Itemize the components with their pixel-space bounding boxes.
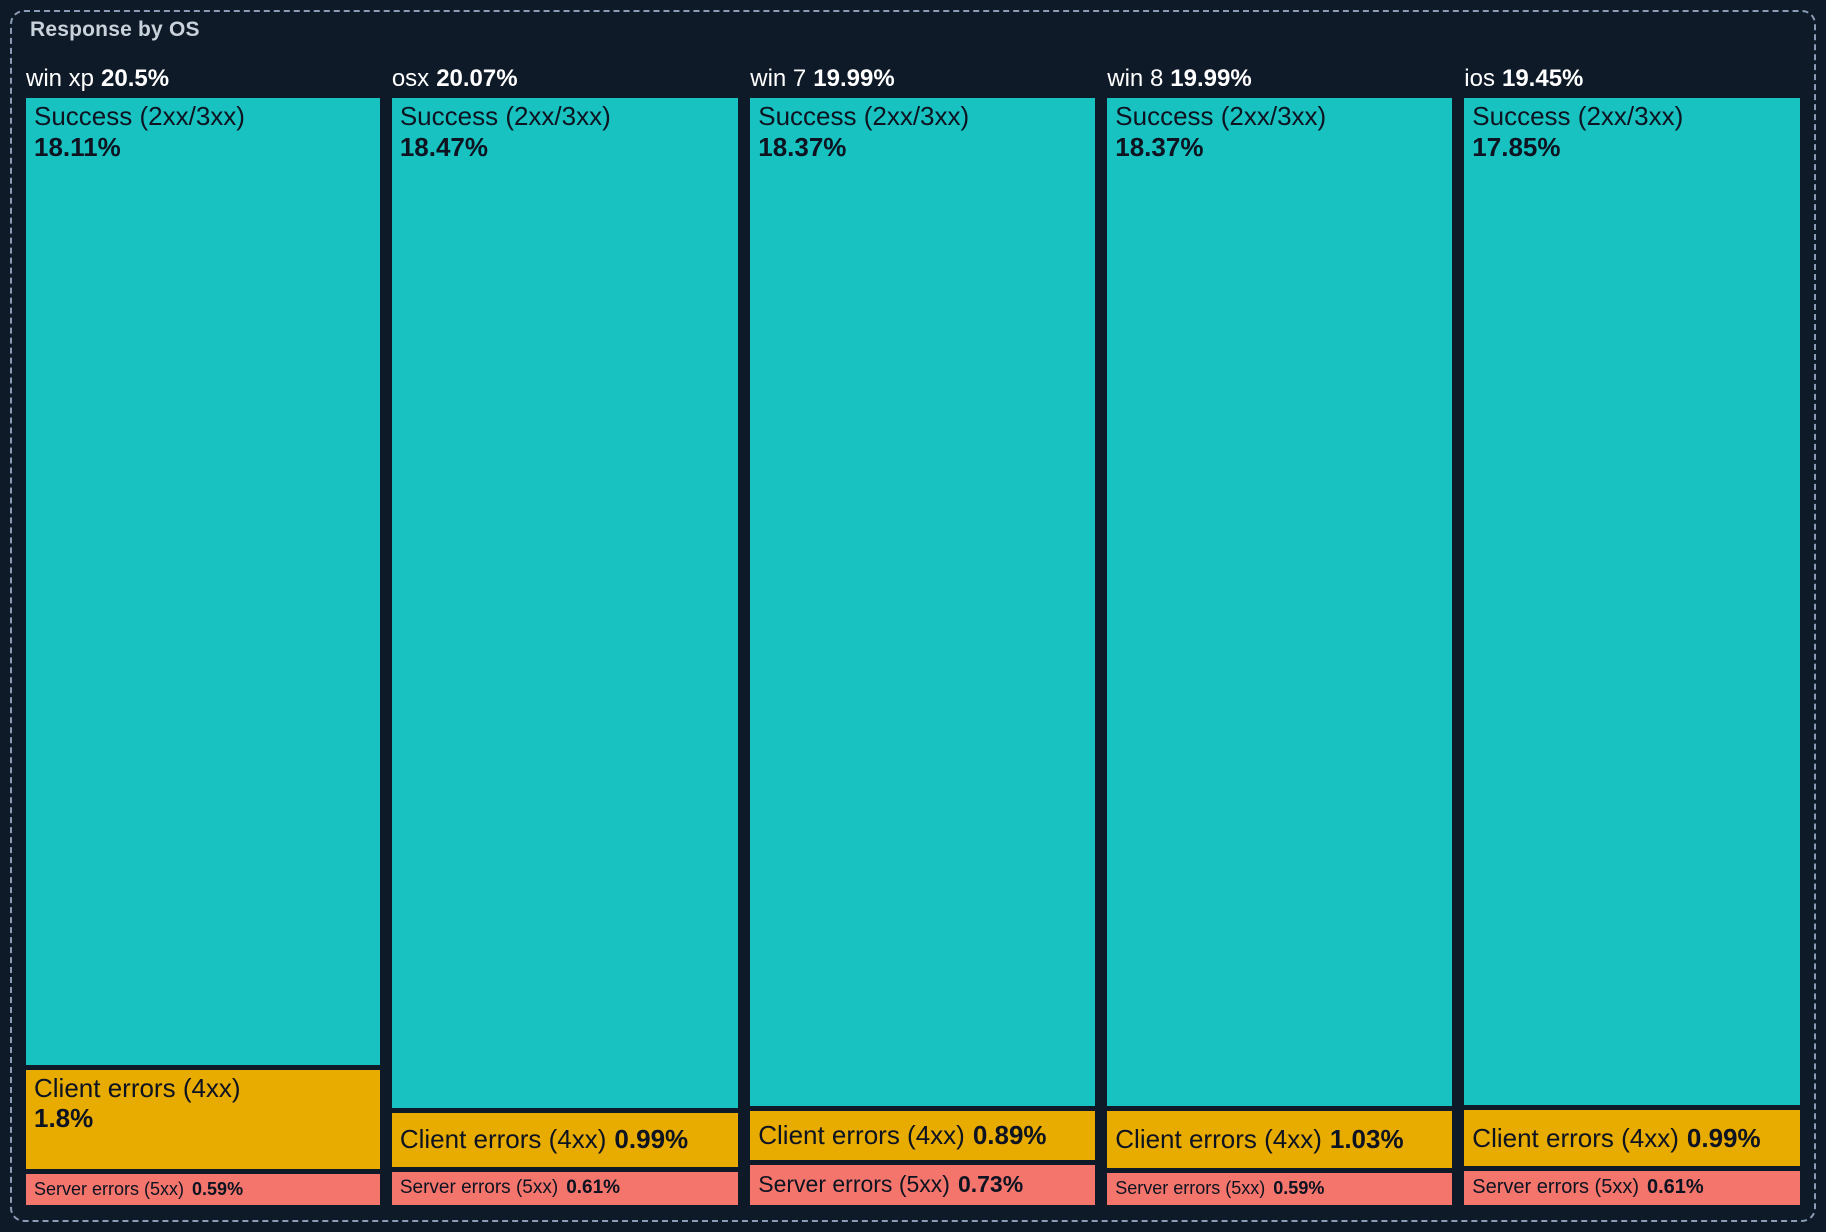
cell-value: 1.8%	[34, 1103, 94, 1134]
treemap-cell-success-ios[interactable]: Success (2xx/3xx) 17.85%	[1464, 98, 1800, 1105]
column-header-name: win 7	[750, 65, 807, 92]
treemap-cell-server-errors-osx[interactable]: Server errors (5xx) 0.61%	[391, 1171, 739, 1205]
column-header-win-8[interactable]: win 8 19.99%	[1107, 62, 1452, 98]
cell-value: 0.59%	[192, 1178, 244, 1199]
treemap-cell-success-win-8[interactable]: Success (2xx/3xx) 18.37%	[1107, 98, 1453, 1107]
cell-value: 0.89%	[972, 1120, 1047, 1151]
cell-value: 1.03%	[1329, 1124, 1404, 1155]
treemap-column-cells: Success (2xx/3xx) 17.85% Client errors (4x…	[1464, 98, 1800, 1205]
panel-title: Response by OS	[30, 18, 200, 41]
treemap-cell-server-errors-win-xp[interactable]: Server errors (5xx) 0.59%	[26, 1173, 380, 1206]
column-header-name: osx	[391, 65, 430, 92]
cell-label: Success (2xx/3xx)	[34, 101, 245, 131]
treemap-column-win-xp: win xp 20.5% Success (2xx/3xx) 18.11% Client…	[26, 62, 380, 1206]
treemap-cell-client-errors-win-7[interactable]: Client errors (4xx) 0.89%	[750, 1111, 1096, 1161]
cell-label: Client errors (4xx)	[34, 1072, 241, 1103]
treemap-cell-success-osx[interactable]: Success (2xx/3xx) 18.47%	[391, 98, 739, 1108]
column-header-ios[interactable]: ios 19.45%	[1464, 62, 1800, 98]
cell-label: Server errors (5xx)	[758, 1171, 950, 1198]
treemap-column-cells: Success (2xx/3xx) 18.37% Client errors (4x…	[750, 98, 1096, 1205]
cell-value: 18.11%	[34, 131, 121, 162]
cell-value: 18.37%	[1115, 131, 1204, 162]
treemap-column-osx: osx 20.07% Success (2xx/3xx) 18.47% Client e…	[391, 62, 739, 1205]
treemap-column-win-8: win 8 19.99% Success (2xx/3xx) 18.37% Client…	[1107, 62, 1453, 1206]
cell-label: Server errors (5xx)	[399, 1177, 559, 1199]
cell-value: 0.61%	[566, 1177, 621, 1199]
treemap-cell-success-win-7[interactable]: Success (2xx/3xx) 18.37%	[750, 98, 1096, 1107]
treemap-cell-client-errors-win-xp[interactable]: Client errors (4xx) 1.8%	[26, 1069, 380, 1169]
column-header-win-7[interactable]: win 7 19.99%	[750, 62, 1095, 98]
cell-label: Client errors (4xx)	[399, 1124, 607, 1155]
column-header-share: 20.5%	[101, 65, 170, 92]
treemap-column-cells: Success (2xx/3xx) 18.37% Client errors (4x…	[1107, 98, 1453, 1206]
cell-value: 17.85%	[1472, 131, 1561, 162]
treemap-cell-success-win-xp[interactable]: Success (2xx/3xx) 18.11%	[26, 98, 380, 1065]
cell-label: Success (2xx/3xx)	[399, 101, 611, 131]
treemap-column-ios: ios 19.45% Success (2xx/3xx) 17.85% Client e…	[1464, 62, 1800, 1205]
cell-value: 18.47%	[399, 131, 489, 162]
treemap-chart: win xp 20.5% Success (2xx/3xx) 18.11% Client…	[26, 62, 1800, 1206]
treemap-cell-server-errors-ios[interactable]: Server errors (5xx) 0.61%	[1464, 1170, 1800, 1205]
cell-label: Client errors (4xx)	[758, 1120, 965, 1151]
cell-label: Success (2xx/3xx)	[1115, 101, 1327, 131]
treemap-cell-client-errors-win-8[interactable]: Client errors (4xx) 1.03%	[1107, 1111, 1453, 1168]
column-header-osx[interactable]: osx 20.07%	[392, 62, 738, 98]
cell-label: Server errors (5xx)	[34, 1178, 185, 1199]
column-header-share: 19.99%	[813, 65, 895, 92]
cell-label: Server errors (5xx)	[1472, 1176, 1639, 1199]
cell-value: 18.37%	[758, 131, 847, 162]
cell-value: 0.59%	[1273, 1178, 1325, 1199]
column-header-name: ios	[1464, 65, 1495, 92]
cell-value: 0.99%	[1686, 1122, 1761, 1153]
treemap-cell-server-errors-win-8[interactable]: Server errors (5xx) 0.59%	[1107, 1172, 1453, 1206]
cell-label: Server errors (5xx)	[1115, 1178, 1266, 1199]
cell-value: 0.61%	[1647, 1176, 1704, 1199]
column-header-name: win 8	[1107, 65, 1164, 92]
cell-value: 0.73%	[957, 1171, 1024, 1198]
column-header-share: 19.99%	[1170, 65, 1252, 92]
column-header-share: 20.07%	[436, 65, 518, 92]
cell-label: Client errors (4xx)	[1115, 1124, 1322, 1155]
column-header-name: win xp	[26, 65, 95, 92]
treemap-cell-client-errors-ios[interactable]: Client errors (4xx) 0.99%	[1464, 1110, 1800, 1166]
column-header-win-xp[interactable]: win xp 20.5%	[26, 62, 380, 98]
treemap-cell-client-errors-osx[interactable]: Client errors (4xx) 0.99%	[391, 1112, 739, 1167]
treemap-column-cells: Success (2xx/3xx) 18.47% Client errors (4x…	[391, 98, 739, 1205]
treemap-column-cells: Success (2xx/3xx) 18.11% Client errors (4x…	[26, 98, 380, 1206]
cell-label: Client errors (4xx)	[1472, 1122, 1679, 1153]
cell-value: 0.99%	[614, 1124, 689, 1155]
treemap-cell-server-errors-win-7[interactable]: Server errors (5xx) 0.73%	[750, 1165, 1096, 1205]
cell-label: Success (2xx/3xx)	[758, 101, 970, 131]
column-header-share: 19.45%	[1501, 65, 1584, 92]
treemap-column-win-7: win 7 19.99% Success (2xx/3xx) 18.37% Client…	[750, 62, 1096, 1205]
cell-label: Success (2xx/3xx)	[1472, 101, 1684, 131]
